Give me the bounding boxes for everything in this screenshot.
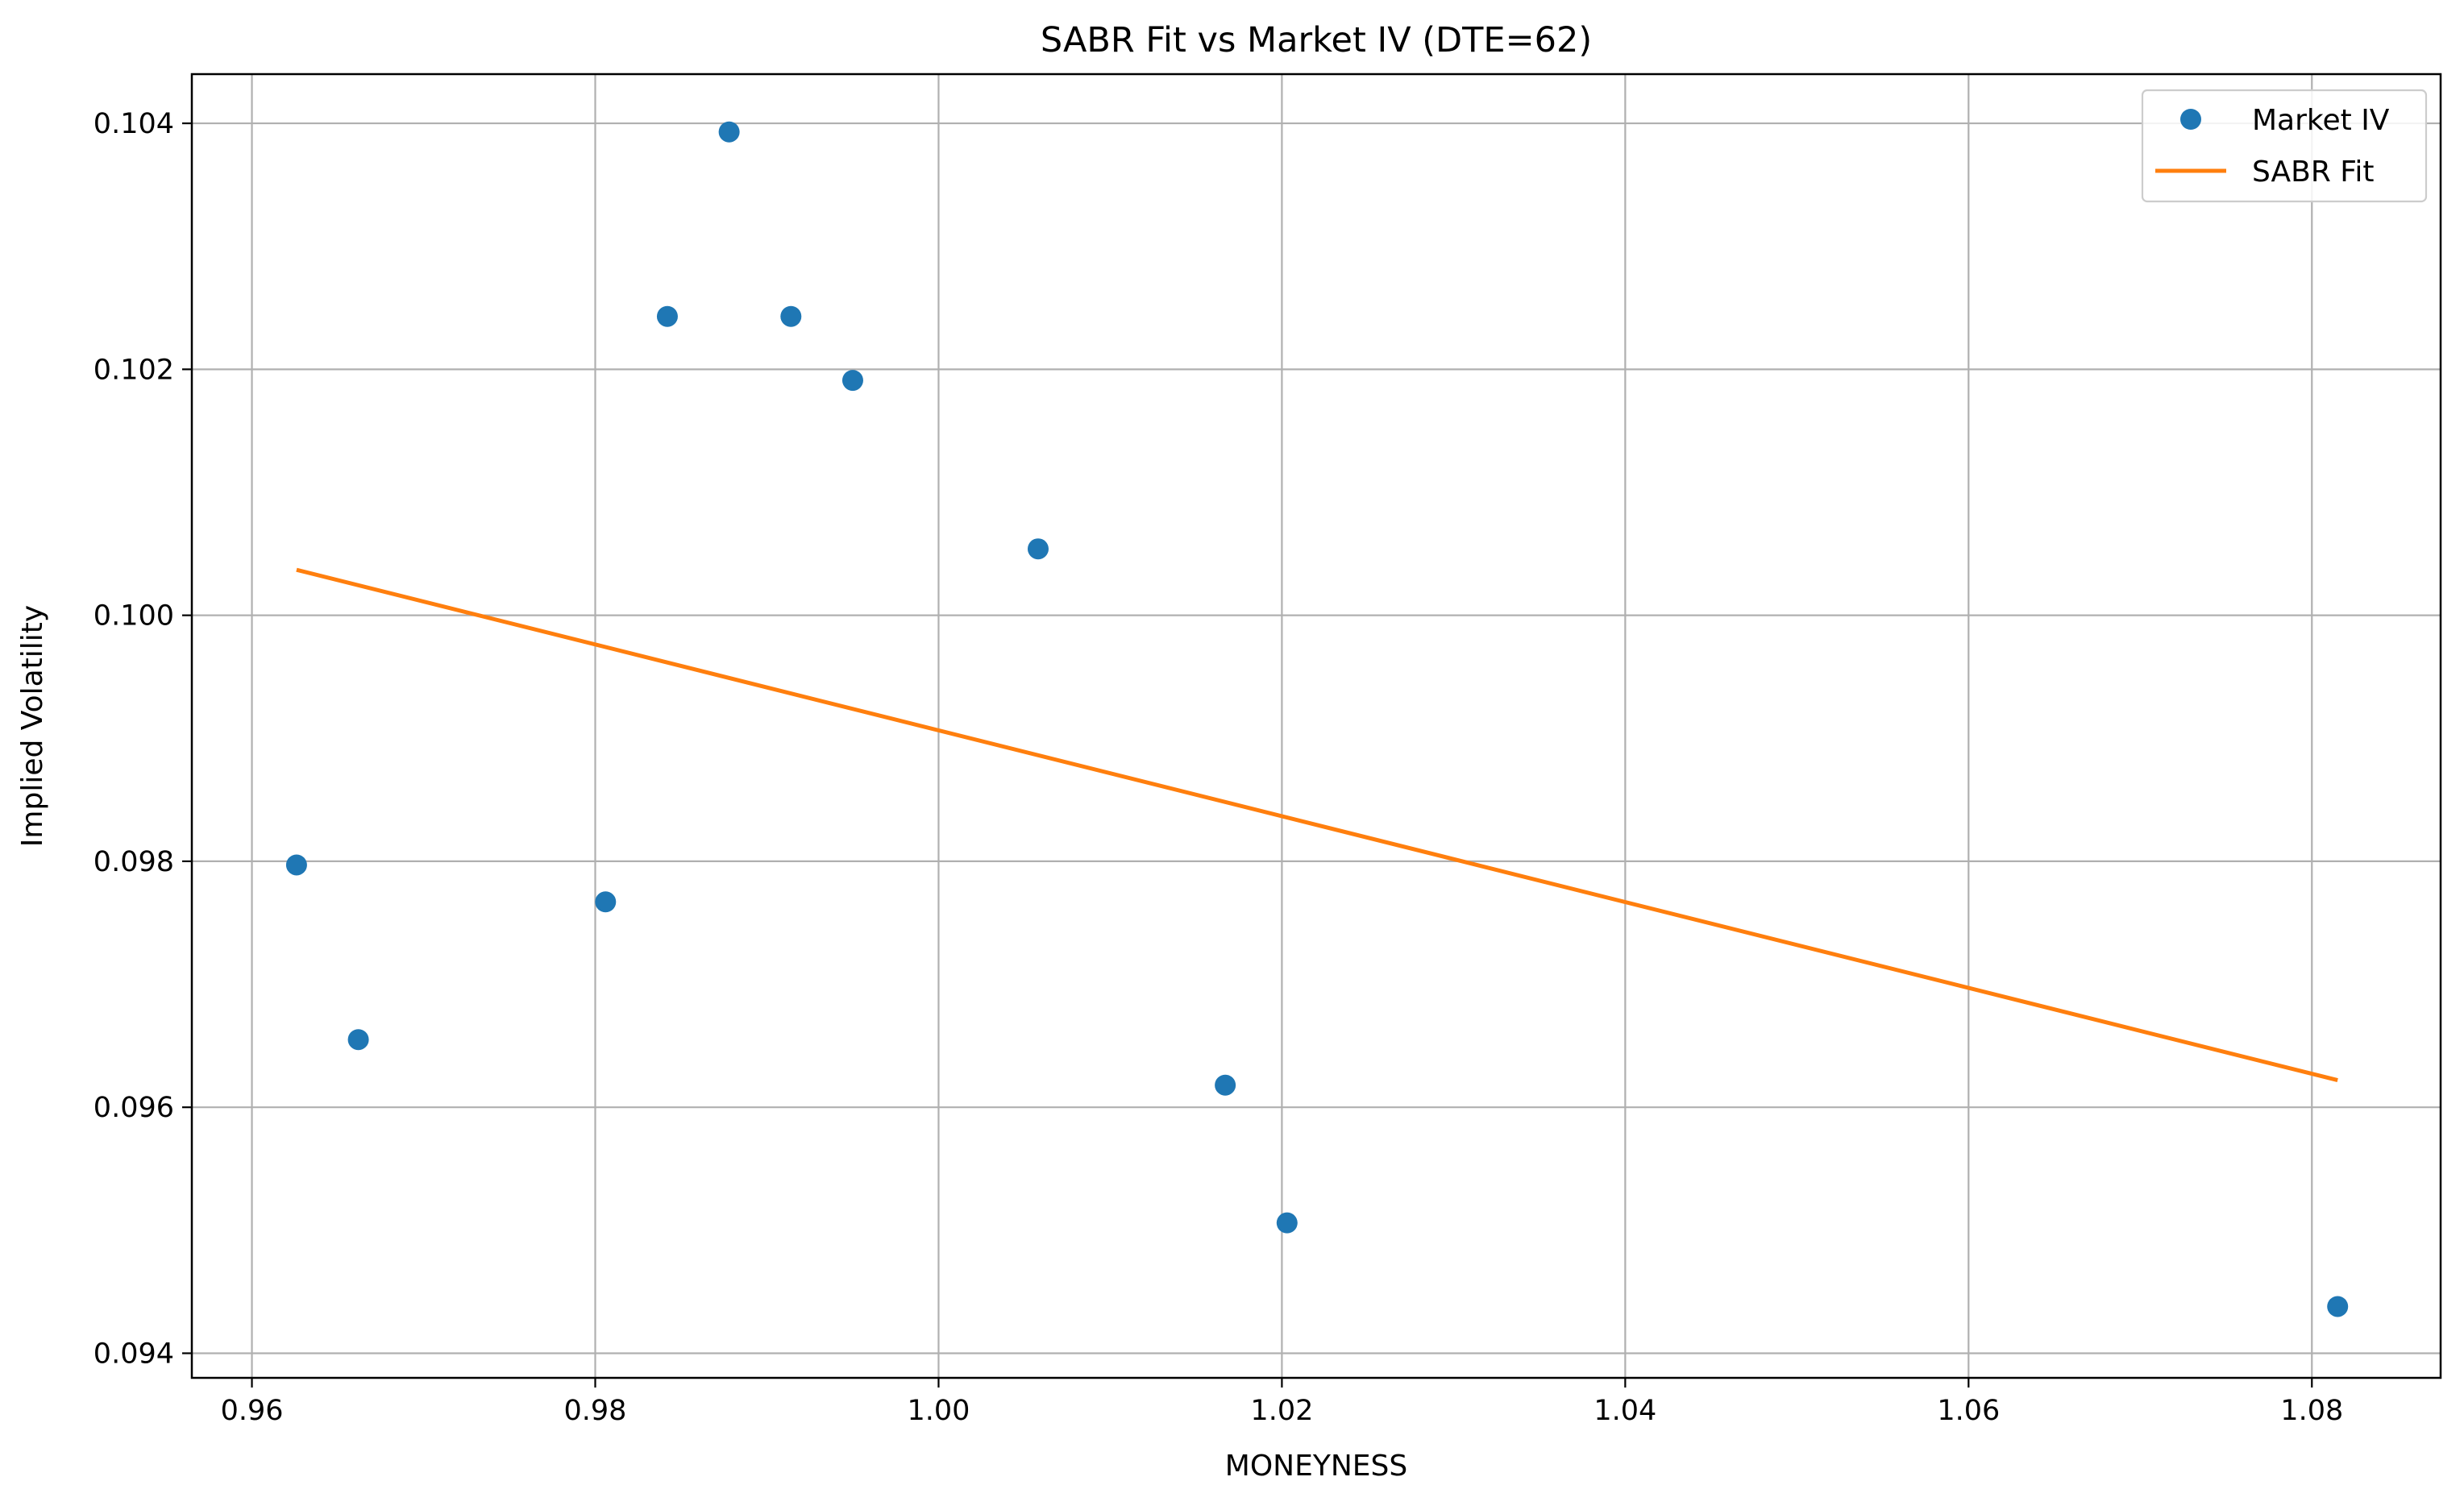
plot-area-frame — [190, 73, 2442, 1379]
x-tick-label: 1.04 — [1593, 1395, 1656, 1427]
tick-layer: 0.96 0.98 1.00 1.02 1.04 1.06 1.08 0.094 0.096 0.… — [93, 108, 2343, 1427]
market-iv-point — [595, 891, 617, 913]
legend: Market IV SABR Fit — [2141, 89, 2428, 203]
y-tick-label: 0.104 — [93, 108, 174, 140]
series-layer — [285, 121, 2349, 1317]
y-tick-label: 0.100 — [93, 600, 174, 633]
chart-title: SABR Fit vs Market IV (DTE=62) — [1041, 20, 1592, 60]
market-iv-point — [718, 121, 740, 143]
market-iv-point — [1276, 1212, 1298, 1234]
grid-layer — [192, 74, 2441, 1378]
y-tick-label: 0.098 — [93, 846, 174, 878]
legend-marker-market-iv — [2180, 109, 2201, 130]
market-iv-point — [780, 305, 802, 327]
y-tick-label: 0.096 — [93, 1092, 174, 1124]
market-iv-point — [656, 305, 678, 327]
market-iv-point — [1215, 1074, 1236, 1096]
x-tick-label: 1.02 — [1250, 1395, 1313, 1427]
market-iv-point — [2327, 1296, 2349, 1317]
x-tick-label: 1.08 — [2280, 1395, 2343, 1427]
sabr-fit-line — [296, 567, 2338, 1083]
y-tick-label: 0.094 — [93, 1338, 174, 1370]
y-tick-label: 0.102 — [93, 354, 174, 386]
market-iv-point — [1027, 538, 1049, 560]
x-axis-label: MONEYNESS — [1225, 1450, 1407, 1483]
market-iv-point — [347, 1029, 369, 1051]
x-tick-label: 1.00 — [907, 1395, 970, 1427]
x-tick-label: 0.96 — [221, 1395, 284, 1427]
legend-box — [2141, 89, 2428, 203]
x-tick-label: 1.06 — [1937, 1395, 2000, 1427]
x-tick-label: 0.98 — [564, 1395, 627, 1427]
market-iv-point — [285, 854, 307, 876]
legend-label: SABR Fit — [2252, 156, 2375, 189]
market-iv-point — [841, 370, 863, 392]
legend-label: Market IV — [2252, 104, 2390, 137]
y-axis-label: Implied Volatility — [16, 605, 49, 847]
